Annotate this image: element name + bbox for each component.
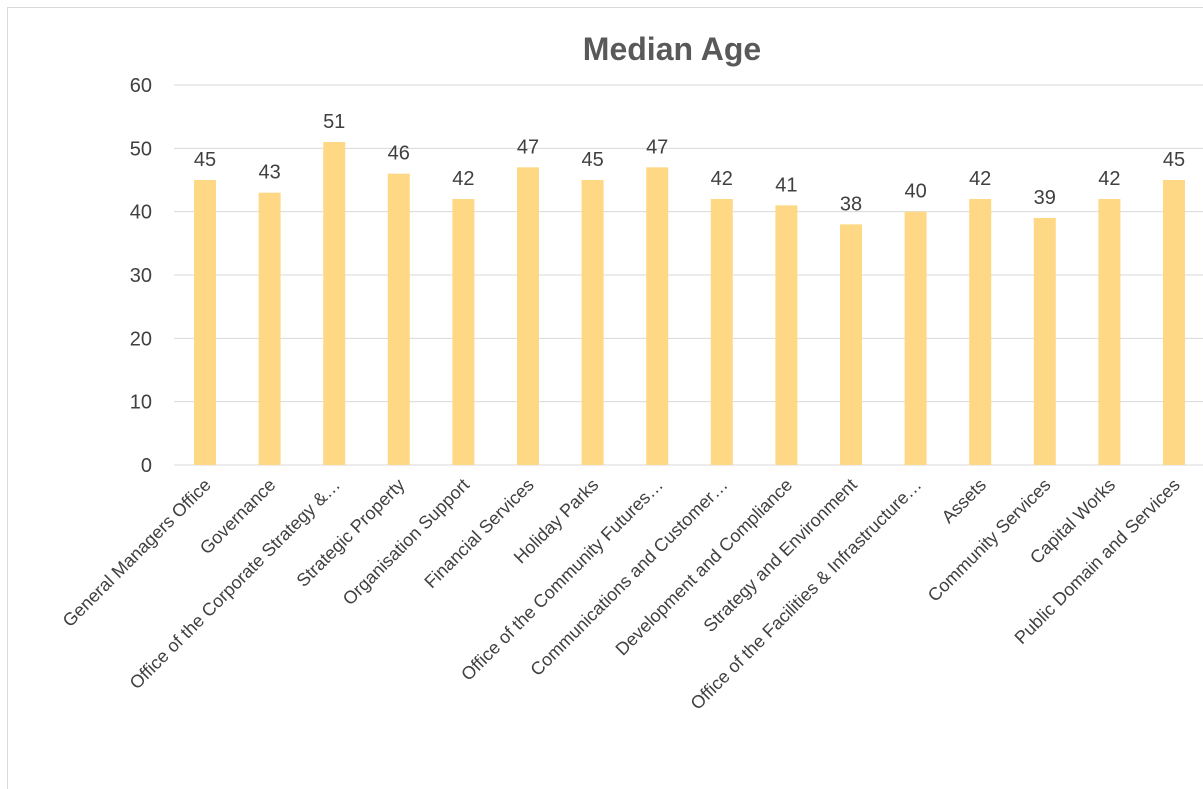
data-label: 42 (711, 168, 733, 190)
gridlines (174, 84, 1203, 466)
bar (646, 167, 669, 466)
bar (387, 173, 410, 465)
bars (194, 142, 1185, 466)
bar (581, 180, 604, 465)
data-label: 38 (840, 193, 862, 215)
data-label: 47 (646, 136, 668, 158)
data-label: 51 (323, 111, 345, 133)
x-category-label: Community Services (924, 475, 1055, 606)
bar (1033, 218, 1056, 465)
data-label: 47 (517, 136, 539, 158)
bar (258, 192, 281, 465)
y-tick-label: 30 (130, 265, 152, 287)
y-tick-label: 0 (141, 455, 152, 477)
bar (1163, 180, 1185, 465)
bar (452, 199, 475, 465)
data-label: 41 (775, 174, 797, 196)
y-tick-label: 50 (130, 138, 152, 160)
data-label: 42 (969, 168, 991, 190)
x-category-label: General Managers Office (59, 475, 215, 631)
data-label: 46 (388, 143, 410, 165)
data-label: 39 (1034, 187, 1056, 209)
data-label: 45 (581, 149, 603, 171)
x-axis-categories: General Managers OfficeGovernanceOffice … (59, 475, 1184, 714)
bar (194, 180, 216, 465)
chart-title: Median Age (583, 31, 761, 67)
data-labels: 45 43 51 46 42 47 45 47 42 41 38 40 42 39 42 45 (194, 111, 1185, 215)
x-category-label: Organisation Support (339, 475, 473, 609)
y-axis-ticks: 0 10 20 30 40 50 60 (130, 75, 152, 477)
bar (517, 167, 539, 466)
data-label: 40 (904, 181, 926, 203)
x-category-label: Office of the Facilities & Infrastructur… (687, 475, 926, 714)
data-label: 45 (1163, 149, 1185, 171)
bar (323, 142, 346, 465)
bar (710, 199, 733, 465)
data-label: 45 (194, 149, 216, 171)
chart-area (7, 7, 1203, 789)
y-tick-label: 60 (130, 75, 152, 97)
x-category-label: Financial Services (420, 475, 537, 592)
data-label: 42 (1098, 168, 1120, 190)
bar (840, 224, 862, 465)
y-tick-label: 20 (130, 328, 152, 350)
y-tick-label: 10 (130, 392, 152, 414)
bar (1098, 199, 1121, 465)
data-label: 43 (258, 162, 280, 184)
y-tick-label: 40 (130, 202, 152, 224)
data-label: 42 (452, 168, 474, 190)
bar (969, 199, 992, 465)
bar (904, 211, 927, 465)
x-category-label: Assets (938, 475, 990, 527)
bar (775, 205, 798, 466)
x-category-label: Strategic Property (293, 475, 409, 591)
